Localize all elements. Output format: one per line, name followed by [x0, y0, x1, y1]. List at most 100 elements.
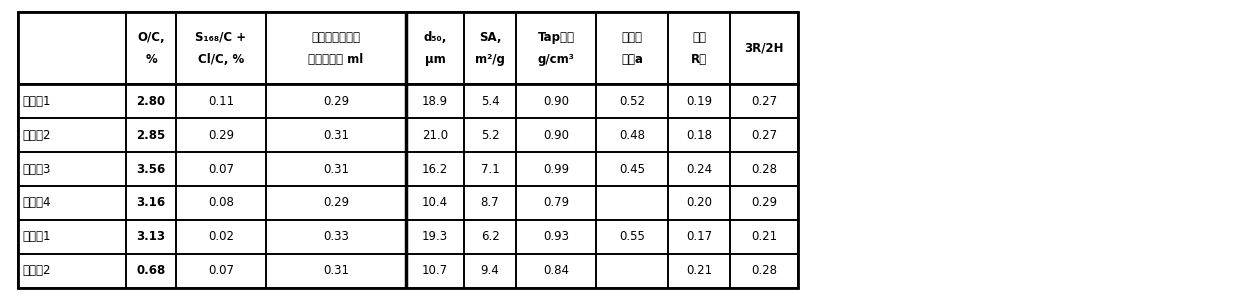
Bar — [266, 118, 406, 152]
Bar — [406, 220, 463, 254]
Text: 指数a: 指数a — [621, 52, 643, 65]
Text: 3.56: 3.56 — [136, 162, 166, 176]
Bar — [730, 152, 798, 186]
Text: d₅₀,: d₅₀, — [424, 30, 447, 44]
Text: 3.13: 3.13 — [136, 231, 166, 243]
Bar — [515, 118, 596, 152]
Text: 0.93: 0.93 — [543, 231, 569, 243]
Bar — [668, 254, 730, 288]
Bar — [406, 186, 463, 220]
Text: 0.17: 0.17 — [686, 231, 712, 243]
Text: 0.68: 0.68 — [136, 265, 166, 278]
Bar — [515, 84, 596, 118]
Bar — [19, 12, 798, 288]
Text: 7.1: 7.1 — [481, 162, 499, 176]
Text: 0.20: 0.20 — [686, 196, 712, 209]
Bar — [126, 12, 176, 84]
Text: 0.33: 0.33 — [323, 231, 349, 243]
Bar — [176, 84, 266, 118]
Bar — [176, 12, 266, 84]
Text: 比较例1: 比较例1 — [22, 231, 51, 243]
Text: 6.2: 6.2 — [481, 231, 499, 243]
Bar — [596, 118, 668, 152]
Text: 0.07: 0.07 — [208, 265, 234, 278]
Bar — [266, 84, 406, 118]
Text: 实施例4: 实施例4 — [22, 196, 51, 209]
Text: 实施例2: 实施例2 — [22, 129, 51, 142]
Bar — [463, 84, 515, 118]
Text: 0.90: 0.90 — [543, 129, 569, 142]
Text: 0.29: 0.29 — [751, 196, 777, 209]
Text: 3.16: 3.16 — [136, 196, 166, 209]
Text: 3R/2H: 3R/2H — [745, 41, 784, 55]
Text: 流动性: 流动性 — [622, 30, 643, 44]
Bar — [406, 152, 463, 186]
Bar — [266, 152, 406, 186]
Bar — [668, 12, 730, 84]
Text: 电池膨胀量 ml: 电池膨胀量 ml — [309, 52, 363, 65]
Text: 0.79: 0.79 — [543, 196, 569, 209]
Text: 0.29: 0.29 — [208, 129, 234, 142]
Text: 5.2: 5.2 — [481, 129, 499, 142]
Text: 0.21: 0.21 — [751, 231, 777, 243]
Bar — [406, 254, 463, 288]
Bar — [19, 186, 126, 220]
Text: 0.31: 0.31 — [323, 162, 349, 176]
Bar — [126, 254, 176, 288]
Bar — [596, 152, 668, 186]
Bar — [19, 118, 126, 152]
Bar — [266, 220, 406, 254]
Text: 19.3: 19.3 — [422, 231, 449, 243]
Text: 0.11: 0.11 — [208, 95, 234, 107]
Text: 0.45: 0.45 — [620, 162, 646, 176]
Text: 实施例3: 实施例3 — [22, 162, 51, 176]
Bar — [515, 220, 596, 254]
Bar — [266, 12, 406, 84]
Bar — [176, 118, 266, 152]
Text: 0.28: 0.28 — [751, 265, 777, 278]
Text: 0.27: 0.27 — [751, 95, 777, 107]
Text: 0.18: 0.18 — [686, 129, 712, 142]
Text: 2.80: 2.80 — [136, 95, 166, 107]
Text: 高温耐久试验时: 高温耐久试验时 — [311, 30, 361, 44]
Bar — [176, 254, 266, 288]
Bar — [668, 220, 730, 254]
Text: 5.4: 5.4 — [481, 95, 499, 107]
Bar — [730, 254, 798, 288]
Bar — [515, 186, 596, 220]
Bar — [668, 84, 730, 118]
Text: 21.0: 21.0 — [422, 129, 449, 142]
Text: 0.28: 0.28 — [751, 162, 777, 176]
Bar — [596, 12, 668, 84]
Text: S₁₆₈/C +: S₁₆₈/C + — [196, 30, 247, 44]
Bar — [463, 118, 515, 152]
Text: 8.7: 8.7 — [481, 196, 499, 209]
Text: 实施例1: 实施例1 — [22, 95, 51, 107]
Bar — [126, 186, 176, 220]
Text: 0.29: 0.29 — [323, 95, 349, 107]
Bar — [463, 254, 515, 288]
Bar — [730, 186, 798, 220]
Bar — [596, 220, 668, 254]
Text: g/cm³: g/cm³ — [538, 52, 575, 65]
Text: 比较例2: 比较例2 — [22, 265, 51, 278]
Bar — [730, 12, 798, 84]
Bar — [463, 186, 515, 220]
Text: 10.4: 10.4 — [422, 196, 449, 209]
Text: 0.48: 0.48 — [620, 129, 646, 142]
Text: 18.9: 18.9 — [422, 95, 449, 107]
Bar — [406, 118, 463, 152]
Bar — [730, 220, 798, 254]
Text: 0.29: 0.29 — [323, 196, 349, 209]
Bar — [596, 186, 668, 220]
Text: 0.19: 0.19 — [686, 95, 712, 107]
Bar — [126, 84, 176, 118]
Text: Cl/C, %: Cl/C, % — [198, 52, 244, 65]
Text: R値: R値 — [691, 52, 707, 65]
Text: 16.2: 16.2 — [421, 162, 449, 176]
Text: μm: μm — [425, 52, 445, 65]
Text: m²/g: m²/g — [475, 52, 506, 65]
Text: 0.02: 0.02 — [208, 231, 234, 243]
Bar — [596, 254, 668, 288]
Bar — [668, 118, 730, 152]
